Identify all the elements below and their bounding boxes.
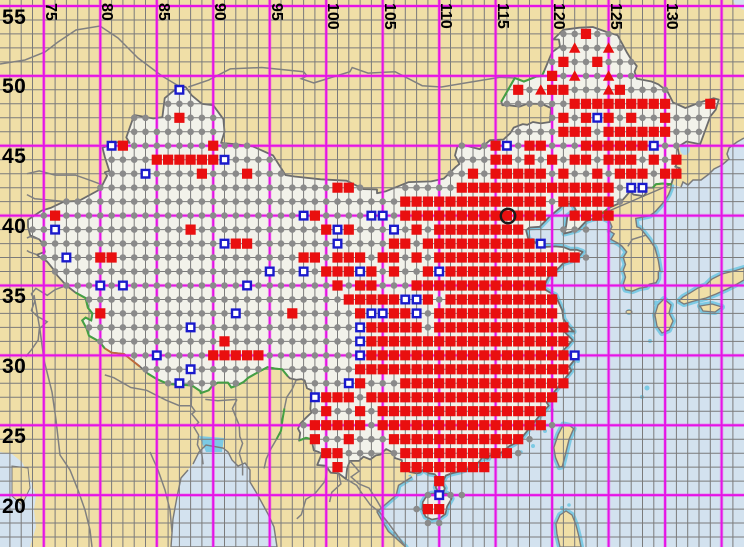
svg-text:25: 25 [2, 425, 26, 448]
svg-text:75: 75 [42, 3, 59, 21]
svg-text:35: 35 [2, 285, 26, 308]
svg-text:100: 100 [324, 3, 341, 30]
svg-text:85: 85 [155, 3, 172, 21]
svg-text:55: 55 [2, 6, 26, 29]
svg-text:45: 45 [2, 145, 26, 168]
svg-text:20: 20 [2, 495, 26, 518]
svg-text:110: 110 [437, 3, 454, 29]
svg-text:50: 50 [2, 75, 26, 98]
svg-text:40: 40 [2, 215, 26, 238]
svg-text:105: 105 [381, 3, 398, 30]
svg-text:80: 80 [98, 3, 115, 21]
svg-text:130: 130 [663, 3, 680, 30]
svg-text:90: 90 [211, 3, 228, 21]
svg-text:120: 120 [550, 3, 567, 30]
svg-text:125: 125 [607, 3, 624, 30]
svg-text:30: 30 [2, 355, 26, 378]
svg-text:115: 115 [494, 3, 511, 29]
svg-text:95: 95 [268, 3, 285, 21]
